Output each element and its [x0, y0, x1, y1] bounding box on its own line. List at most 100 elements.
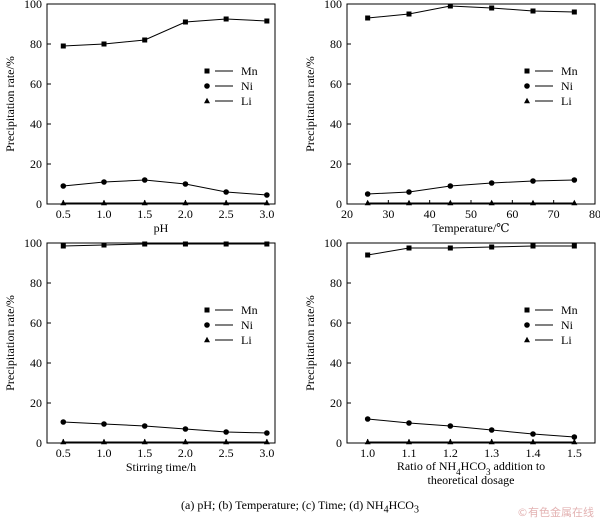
y-tick-label: 20 [30, 396, 42, 410]
x-tick-label: 1.0 [360, 446, 375, 460]
x-axis-label: Temperature/℃ [432, 221, 509, 235]
data-point [264, 18, 270, 24]
data-point [571, 243, 577, 249]
series-li [60, 438, 270, 445]
data-point [182, 199, 189, 206]
x-tick-label: 1.4 [526, 446, 541, 460]
data-point [223, 189, 229, 195]
plot-frame [346, 3, 596, 205]
data-point [264, 430, 270, 436]
legend-entry-li: Li [204, 94, 252, 108]
data-point [101, 199, 107, 206]
data-point [447, 438, 454, 445]
y-tick-label: 100 [324, 0, 342, 11]
y-tick-label: 0 [336, 436, 342, 450]
y-tick-label: 0 [36, 436, 42, 450]
y-tick-label: 60 [330, 77, 342, 91]
legend-marker [204, 97, 210, 104]
y-tick-label: 40 [330, 117, 342, 131]
plot-frame [346, 242, 596, 444]
y-tick-label: 80 [30, 37, 42, 51]
data-point [101, 438, 107, 445]
data-point [406, 438, 412, 445]
data-point [488, 438, 495, 445]
data-point [447, 183, 454, 189]
y-tick-label: 80 [330, 37, 342, 51]
y-axis-label: Precipitation rate/% [3, 295, 17, 391]
series-mn [365, 3, 577, 21]
legend-entry-mn: Mn [204, 64, 258, 78]
data-point [101, 242, 107, 248]
data-point [488, 199, 495, 206]
data-point [489, 5, 495, 11]
data-point [571, 438, 578, 445]
data-point [60, 243, 66, 249]
data-point [264, 241, 270, 247]
data-point [571, 9, 577, 15]
data-point [406, 420, 412, 426]
y-tick-label: 20 [330, 396, 342, 410]
legend-label: Li [241, 94, 252, 108]
x-tick-label: 2.0 [178, 207, 193, 221]
plot-frame [46, 242, 276, 444]
x-tick-label: 0.5 [56, 207, 71, 221]
series-line [63, 18, 267, 47]
data-point [263, 438, 270, 445]
panel-a: 0 20 40 60 80 100 0.5 1.0 1.5 2.0 2.5 3.0 Precipitat… [3, 0, 276, 235]
data-point [223, 438, 230, 445]
data-point [364, 199, 371, 206]
legend-label: Ni [241, 318, 254, 332]
series-line [367, 179, 575, 195]
legend-entry-mn: Mn [524, 64, 578, 78]
x-tick-label: 2.0 [178, 446, 193, 460]
legend-label: Mn [561, 303, 578, 317]
data-point [530, 178, 536, 184]
data-point [182, 438, 189, 445]
legend-marker [524, 322, 530, 328]
legend-entry-li: Li [524, 333, 572, 347]
data-point [182, 426, 189, 432]
data-point [406, 11, 412, 17]
legend-marker [204, 68, 210, 74]
legend-label: Li [561, 333, 572, 347]
x-tick-label: 80 [589, 207, 600, 221]
data-point [571, 434, 578, 440]
legend-label: Mn [241, 64, 258, 78]
panel-d: 0 20 40 60 80 100 1.0 1.1 1.2 1.3 1.4 1.5 Precipitat… [303, 236, 596, 487]
data-point [223, 199, 230, 206]
y-axis-label: Precipitation rate/% [303, 56, 317, 152]
data-point [223, 429, 229, 435]
data-point [364, 438, 371, 445]
legend-marker [204, 322, 210, 328]
legend-entry-li: Li [204, 333, 252, 347]
x-axis-label: theoretical dosage [428, 473, 515, 487]
data-point [571, 177, 578, 183]
x-axis-label: pH [154, 221, 169, 235]
data-point [406, 189, 412, 195]
data-point [263, 199, 270, 206]
x-tick-label: 1.3 [484, 446, 499, 460]
series-li [364, 438, 578, 445]
x-tick-label: 50 [465, 207, 477, 221]
legend-label: Mn [241, 303, 258, 317]
data-point [60, 438, 67, 445]
legend-label: Ni [561, 318, 574, 332]
data-point [142, 37, 148, 43]
data-point [141, 423, 148, 429]
y-tick-label: 40 [330, 356, 342, 370]
data-point [101, 421, 107, 427]
y-tick-label: 100 [324, 236, 342, 250]
y-tick-label: 60 [30, 316, 42, 330]
legend-label: Mn [561, 64, 578, 78]
series-line [63, 243, 267, 247]
x-tick-label: 0.5 [56, 446, 71, 460]
series-line [367, 5, 575, 19]
data-point [406, 199, 412, 206]
y-tick-label: 20 [30, 157, 42, 171]
data-point [530, 243, 536, 249]
series-line [63, 179, 267, 196]
x-axis-label: Stirring time/h [126, 460, 196, 474]
data-point [364, 191, 371, 197]
